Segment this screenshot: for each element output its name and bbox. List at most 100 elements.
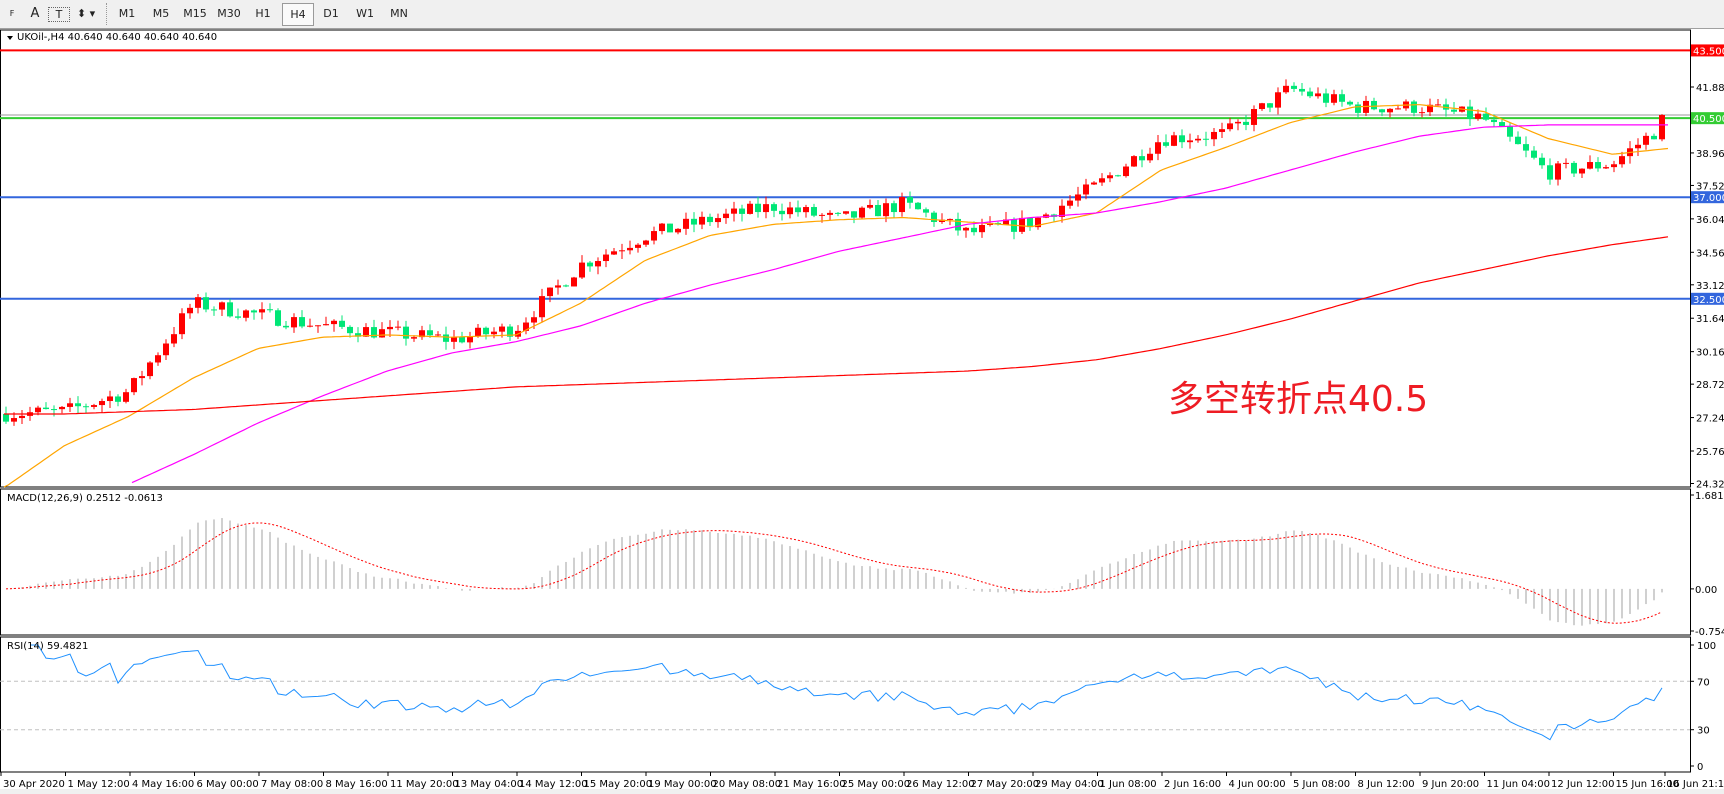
timeframe-m5[interactable]: M5 <box>152 7 170 20</box>
candle-body <box>963 227 969 231</box>
candle-body <box>1395 108 1401 110</box>
candle <box>803 204 809 218</box>
candle <box>931 210 937 227</box>
timeframe-w1[interactable]: W1 <box>356 7 374 20</box>
rsi-panel <box>0 636 1691 773</box>
candle <box>1163 134 1169 148</box>
candle-body <box>179 313 185 335</box>
candle <box>1515 131 1521 145</box>
collapse-triangle-icon <box>7 36 13 40</box>
candle <box>563 284 569 288</box>
price-line-label-box <box>1691 191 1724 204</box>
price-tick-label: 25.760 <box>1696 447 1724 458</box>
candle-body <box>787 207 793 215</box>
candle <box>395 320 401 331</box>
candle-body <box>1059 205 1065 217</box>
candle <box>1435 98 1441 106</box>
candle <box>947 218 953 226</box>
candle <box>1075 186 1081 207</box>
candle <box>1243 115 1249 131</box>
candle <box>1411 99 1417 117</box>
candle-body <box>1339 94 1345 102</box>
candle <box>307 318 313 328</box>
candle <box>187 303 193 319</box>
price-tick-label: 37.520 <box>1696 181 1724 192</box>
timeframe-mn[interactable]: MN <box>390 7 408 20</box>
candle-body <box>795 207 801 213</box>
candle-body <box>851 211 857 218</box>
candle-body <box>699 216 705 225</box>
candle <box>443 326 449 350</box>
candle <box>403 320 409 346</box>
candle-body <box>11 418 17 422</box>
candle <box>83 403 89 414</box>
candle-body <box>1419 112 1425 114</box>
candle-body <box>1659 114 1665 140</box>
candle-body <box>1491 119 1497 123</box>
candle <box>75 396 81 414</box>
timeframe-m30[interactable]: M30 <box>217 7 241 20</box>
price-line-label: 32.500 <box>1693 295 1724 306</box>
timeframe-d1[interactable]: D1 <box>323 7 339 20</box>
candle <box>1523 136 1529 158</box>
candle-body <box>1371 100 1377 110</box>
time-tick-label: 29 May 04:00 <box>1035 779 1104 790</box>
candle <box>115 394 121 407</box>
candle-body <box>555 285 561 288</box>
candle-body <box>507 326 513 337</box>
candle-body <box>171 334 177 344</box>
candle-body <box>1595 162 1601 169</box>
candle-body <box>419 330 425 338</box>
timeframe-m15[interactable]: M15 <box>183 7 207 20</box>
moving-average-1 <box>3 104 1669 488</box>
text-label-icon[interactable]: T <box>48 7 70 22</box>
candle <box>1587 155 1593 170</box>
candle <box>755 196 761 218</box>
candle-body <box>1603 167 1609 169</box>
candle-body <box>731 208 737 214</box>
candle-body <box>1643 135 1649 145</box>
candle <box>1531 146 1537 160</box>
candle <box>267 303 273 313</box>
candle-body <box>819 214 825 216</box>
candle <box>907 191 913 209</box>
chart-area[interactable]: 多空转折点40.5 UKOil-,H4 40.640 40.640 40.640 … <box>0 29 1724 794</box>
candle <box>1635 138 1641 157</box>
time-tick-label: 21 May 16:00 <box>777 779 846 790</box>
timeframe-h4[interactable]: H4 <box>282 3 314 26</box>
arrows-icon[interactable]: ⬍ ▾ <box>76 7 96 20</box>
rsi-tick-label: 100 <box>1697 641 1716 652</box>
candle <box>1059 199 1065 223</box>
candle <box>99 398 105 413</box>
candle <box>451 330 457 350</box>
candle-body <box>579 262 585 278</box>
candle <box>491 327 497 339</box>
candle-body <box>907 197 913 203</box>
candle-body <box>659 223 665 232</box>
candle-body <box>1115 175 1121 177</box>
candle <box>131 377 137 396</box>
timeframe-h1[interactable]: H1 <box>255 7 271 20</box>
candle <box>1131 155 1137 167</box>
timeframe-m1[interactable]: M1 <box>118 7 136 20</box>
macd-tick-label: 1.6816 <box>1695 491 1724 502</box>
candle-body <box>803 207 809 213</box>
text-icon[interactable]: A <box>30 6 40 21</box>
candle-body <box>1203 138 1209 140</box>
candle <box>611 248 617 256</box>
candle <box>1299 83 1305 96</box>
candle-body <box>403 326 409 339</box>
candle <box>747 200 753 215</box>
candle <box>1371 97 1377 111</box>
candle-body <box>459 336 465 343</box>
candle-body <box>843 211 849 214</box>
price-line-label: 43.500 <box>1693 46 1724 57</box>
candle-body <box>1243 121 1249 125</box>
fibonacci-fan-icon[interactable]: F <box>9 9 15 18</box>
candle <box>1427 98 1433 117</box>
candle-body <box>203 297 209 310</box>
price-tick-label: 24.320 <box>1696 480 1724 491</box>
candle <box>811 203 817 218</box>
candle-body <box>1211 131 1217 140</box>
candle <box>1595 157 1601 172</box>
